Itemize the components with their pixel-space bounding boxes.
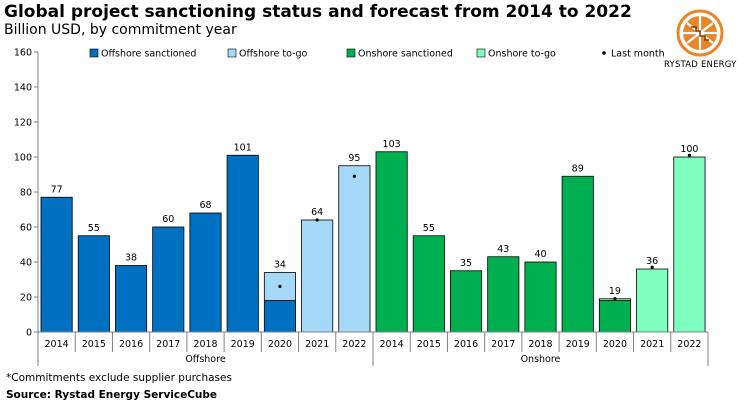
bar-onshore_sanctioned-2019 (561, 175, 594, 333)
y-tick-label: 20 (20, 293, 32, 304)
bar-offshore_sanctioned-2018 (189, 212, 222, 333)
legend-marker-last-month (602, 51, 606, 55)
data-label-offshore-2015: 55 (88, 223, 100, 234)
source-note: Source: Rystad Energy ServiceCube (6, 389, 218, 401)
legend: Offshore sanctioned Offshore to-go Onshore… (89, 48, 665, 60)
bar-offshore_sanctioned-2019 (226, 154, 259, 333)
x-tick-label-2017: 2017 (491, 339, 515, 350)
logo-text: RYSTAD ENERGY (664, 60, 737, 70)
y-tick-label: 80 (20, 188, 32, 199)
rystad-logo-icon (676, 9, 724, 57)
bar-offshore_sanctioned-2016 (115, 265, 148, 333)
x-tick-label-2016: 2016 (119, 339, 143, 350)
x-tick-label-2014: 2014 (380, 339, 404, 350)
bar-onshore_sanctioned-2018 (524, 261, 557, 333)
data-label-onshore-2020: 19 (609, 286, 621, 297)
last-month-marker-2021 (650, 265, 654, 269)
y-tick-label: 140 (14, 83, 32, 94)
x-tick-label-2021: 2021 (305, 339, 329, 350)
legend-label-onshore_sanctioned: Onshore sanctioned (358, 49, 453, 60)
legend-swatch-onshore_togo (476, 48, 486, 58)
x-tick-label-2018: 2018 (528, 339, 552, 350)
legend-swatch-offshore_sanctioned (89, 48, 99, 58)
x-tick-label-2015: 2015 (417, 339, 441, 350)
data-label-offshore-2021: 64 (311, 207, 323, 218)
data-label-onshore-2014: 103 (383, 139, 401, 150)
bar-onshore_sanctioned-2020 (598, 300, 631, 333)
x-tick-label-2020: 2020 (603, 339, 627, 350)
data-label-onshore-2019: 89 (572, 163, 584, 174)
axes (34, 51, 709, 366)
y-tick-label: 60 (20, 223, 32, 234)
bar-onshore_sanctioned-2016 (450, 270, 483, 333)
group-label-offshore: Offshore (185, 354, 226, 365)
legend-swatch-offshore_togo (227, 48, 237, 58)
legend-label-offshore_togo: Offshore to-go (239, 49, 308, 60)
bar-offshore_sanctioned-2014 (40, 196, 73, 333)
data-label-onshore-2016: 35 (460, 258, 472, 269)
legend-label-last_month: Last month (611, 49, 665, 60)
data-label-offshore-2017: 60 (162, 214, 174, 225)
y-tick-label: 120 (14, 118, 32, 129)
data-label-onshore-2017: 43 (497, 244, 509, 255)
data-label-onshore-2022: 100 (680, 144, 698, 155)
data-label-onshore-2015: 55 (423, 223, 435, 234)
x-tick-label-2016: 2016 (454, 339, 478, 350)
data-label-onshore-2018: 40 (534, 249, 546, 260)
last-month-marker-2020 (278, 284, 282, 289)
labels: 0 20 40 60 80 100 120 140 160 77 2014 55 2015 38 2016 6… (14, 48, 702, 366)
legend-label-onshore_togo: Onshore to-go (488, 49, 556, 60)
bar-offshore_sanctioned-2020 (263, 300, 296, 333)
bar-onshore_sanctioned-2017 (487, 256, 520, 333)
last-month-marker-2021 (315, 218, 319, 222)
y-tick-label: 160 (14, 48, 32, 59)
legend-label-offshore_sanctioned: Offshore sanctioned (101, 49, 196, 60)
last-month-marker-2022 (687, 153, 691, 157)
last-month-marker-2020 (613, 297, 617, 301)
y-tick-label: 0 (26, 328, 32, 339)
bar-onshore_sanctioned-2014 (375, 151, 408, 333)
x-tick-label-2018: 2018 (193, 339, 217, 350)
data-label-offshore-2014: 77 (51, 184, 63, 195)
data-label-offshore-2020: 34 (274, 260, 286, 271)
group-label-onshore: Onshore (521, 354, 561, 365)
legend-swatch-onshore_sanctioned (346, 48, 356, 58)
bar-onshore_togo-2022 (673, 156, 706, 333)
data-label-offshore-2018: 68 (199, 200, 211, 211)
bars (40, 151, 706, 333)
y-tick-label: 100 (14, 153, 32, 164)
data-label-offshore-2019: 101 (234, 142, 252, 153)
data-label-onshore-2021: 36 (646, 256, 658, 267)
bar-offshore_sanctioned-2017 (152, 226, 185, 333)
chart-area: 0 20 40 60 80 100 120 140 160 77 2014 55 2015 38 2016 6… (14, 48, 709, 366)
bar-offshore_togo-2022 (338, 165, 371, 333)
x-tick-label-2019: 2019 (566, 339, 590, 350)
bar-offshore_sanctioned-2015 (77, 235, 110, 333)
x-tick-label-2021: 2021 (640, 339, 664, 350)
x-tick-label-2015: 2015 (82, 339, 106, 350)
chart-subtitle: Billion USD, by commitment year (4, 22, 237, 38)
x-tick-label-2014: 2014 (45, 339, 69, 350)
x-tick-label-2022: 2022 (677, 339, 701, 350)
x-tick-label-2019: 2019 (231, 339, 255, 350)
footnote: *Commitments exclude supplier purchases (6, 372, 232, 384)
bar-onshore_sanctioned-2015 (412, 235, 445, 333)
bar-offshore_togo-2021 (301, 219, 334, 333)
x-tick-label-2017: 2017 (156, 339, 180, 350)
x-tick-label-2022: 2022 (342, 339, 366, 350)
y-tick-label: 40 (20, 258, 32, 269)
chart-title: Global project sanctioning status and fo… (4, 2, 632, 22)
data-label-offshore-2016: 38 (125, 253, 137, 264)
last-month-marker-2022 (352, 174, 356, 178)
bar-onshore_togo-2021 (636, 268, 669, 333)
data-label-offshore-2022: 95 (348, 153, 360, 164)
x-tick-label-2020: 2020 (268, 339, 292, 350)
